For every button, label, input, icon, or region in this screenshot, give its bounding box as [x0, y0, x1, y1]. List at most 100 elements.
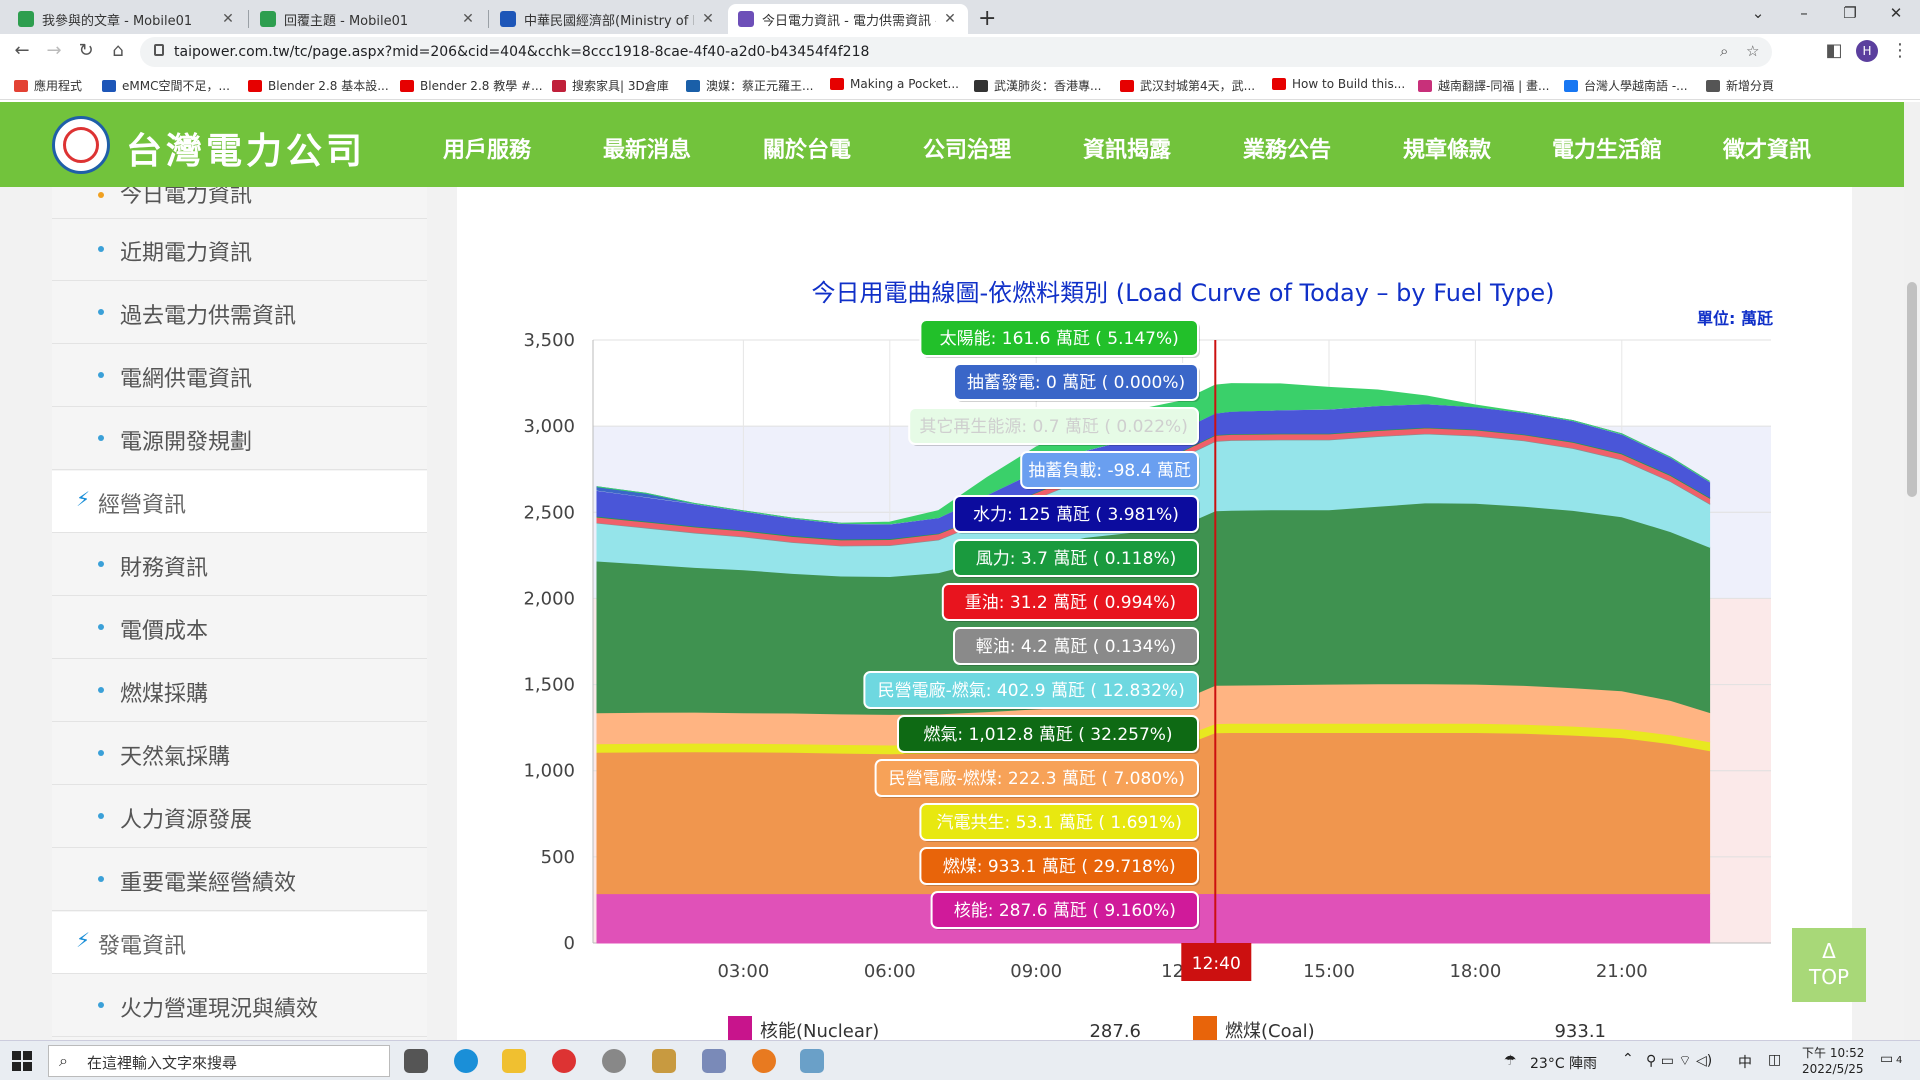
address-bar[interactable]: taipower.com.tw/tc/page.aspx?mid=206&cid…: [140, 37, 1772, 67]
edge-icon[interactable]: [454, 1049, 478, 1073]
nav-item[interactable]: 最新消息: [603, 138, 692, 163]
x-tick-label: 15:00: [1303, 961, 1355, 982]
sidebar-item[interactable]: 電源開發規劃: [52, 408, 427, 470]
legend-swatch[interactable]: [1193, 1016, 1217, 1040]
sidebar-item[interactable]: 過去電力供需資訊: [52, 282, 427, 344]
windows-taskbar: ⌕ 在這裡輸入文字來搜尋 ☂ 23°C 陣雨 ⌃ ⚲ ▭ ⌔ ◁) 中 ◫ 下午…: [0, 1040, 1920, 1080]
nav-item[interactable]: 徵才資訊: [1723, 138, 1812, 163]
menu-icon[interactable]: ⋮: [1891, 40, 1909, 61]
sidebar-section-header[interactable]: ⚡ 發電資訊: [52, 912, 427, 974]
forward-icon[interactable]: →: [46, 40, 62, 61]
nav-item[interactable]: 規章條款: [1403, 138, 1492, 163]
ime-mode-icon[interactable]: ◫: [1768, 1052, 1782, 1068]
zoom-icon[interactable]: ⌕: [1720, 42, 1729, 60]
bookmark-item[interactable]: 越南翻譯-同福 | 畫...: [1418, 77, 1549, 94]
file-explorer-icon[interactable]: [502, 1049, 526, 1073]
y-tick-label: 0: [564, 933, 575, 954]
sidebar-item-partial[interactable]: 今日電力資訊: [52, 187, 427, 219]
browser-tab-active[interactable]: 今日電力資訊 - 電力供需資訊 - 資 ✕: [728, 4, 968, 34]
clock-time[interactable]: 下午 10:52: [1802, 1046, 1865, 1060]
bookmark-star-icon[interactable]: ☆: [1746, 42, 1760, 60]
mobile01-favicon-icon: [260, 11, 276, 27]
legend-swatch[interactable]: [728, 1016, 752, 1040]
sidebar-item-label: 財務資訊: [120, 556, 209, 581]
sidebar-item-label: 火力營運現況與績效: [120, 997, 319, 1022]
bookmark-item[interactable]: 應用程式: [14, 77, 82, 94]
sidebar-item[interactable]: 人力資源發展: [52, 786, 427, 848]
sidebar-item[interactable]: 天然氣採購: [52, 723, 427, 785]
bullet-icon: [98, 246, 104, 252]
tab-search-icon[interactable]: ⌄: [1751, 4, 1765, 22]
bookmark-item[interactable]: Blender 2.8 教學 #...: [400, 77, 543, 94]
nav-item[interactable]: 業務公告: [1243, 138, 1332, 163]
sidebar-item[interactable]: 財務資訊: [52, 534, 427, 596]
browser-tab[interactable]: 回覆主題 - Mobile01 ✕: [250, 4, 486, 34]
chrome-icon[interactable]: [552, 1049, 576, 1073]
bookmark-item[interactable]: 武漢肺炎：香港專...: [974, 77, 1101, 94]
sidebar-section-header[interactable]: ⚡ 經營資訊: [52, 471, 427, 533]
ime-indicator[interactable]: 中: [1738, 1055, 1752, 1071]
extensions-icon[interactable]: ◧: [1825, 40, 1843, 61]
browser-tab[interactable]: 我參與的文章 - Mobile01 ✕: [8, 4, 246, 34]
close-tab-icon[interactable]: ✕: [462, 11, 474, 27]
close-tab-icon[interactable]: ✕: [944, 11, 956, 27]
sidebar-item[interactable]: 火力營運現況與績效: [52, 975, 427, 1037]
sidebar-item[interactable]: 電網供電資訊: [52, 345, 427, 407]
nav-item[interactable]: 用戶服務: [443, 138, 532, 163]
sidebar-item[interactable]: 近期電力資訊: [52, 219, 427, 281]
site-logo-text[interactable]: 台灣電力公司: [126, 130, 367, 172]
sidebar-item[interactable]: 重要電業經營績效: [52, 849, 427, 911]
scrollbar-thumb[interactable]: [1907, 282, 1917, 497]
notification-icon[interactable]: ▭: [1880, 1051, 1894, 1067]
tray-icons[interactable]: ⚲ ▭ ⌔ ◁): [1646, 1053, 1713, 1069]
minimize-icon[interactable]: –: [1800, 4, 1808, 22]
app-icon[interactable]: [602, 1049, 626, 1073]
nav-item[interactable]: 公司治理: [923, 138, 1012, 163]
bookmark-item[interactable]: 武汉封城第4天，武...: [1120, 77, 1255, 94]
close-window-icon[interactable]: ✕: [1889, 4, 1903, 22]
bookmark-icon: [552, 79, 566, 92]
weather-icon[interactable]: ☂: [1504, 1053, 1517, 1069]
sidebar-item[interactable]: 電價成本: [52, 597, 427, 659]
reload-icon[interactable]: ↻: [78, 40, 94, 61]
bookmark-item[interactable]: 澳媒：蔡正元羅王...: [686, 77, 813, 94]
legend-name[interactable]: 核能(Nuclear): [760, 1021, 879, 1040]
home-icon[interactable]: ⌂: [112, 40, 124, 61]
close-tab-icon[interactable]: ✕: [222, 11, 234, 27]
bookmark-item[interactable]: eMMC空間不足，...: [102, 77, 230, 94]
legend-name[interactable]: 燃煤(Coal): [1225, 1021, 1315, 1040]
bookmark-icon: [974, 79, 988, 92]
weather-text[interactable]: 23°C 陣雨: [1530, 1056, 1598, 1072]
cursor-time-badge: [1181, 943, 1252, 981]
bookmark-item[interactable]: How to Build this...: [1272, 77, 1405, 91]
app-icon[interactable]: [652, 1049, 676, 1073]
back-icon[interactable]: ←: [14, 40, 30, 61]
sidebar-item-label: 電網供電資訊: [120, 367, 253, 392]
task-view-icon[interactable]: [404, 1049, 428, 1073]
windows-start-icon[interactable]: [12, 1051, 32, 1071]
back-to-top-button[interactable]: Δ TOP: [1792, 928, 1866, 1002]
app-icon[interactable]: [800, 1049, 824, 1073]
bookmark-item[interactable]: 台灣人學越南語 -...: [1564, 77, 1688, 94]
bookmark-item[interactable]: Blender 2.8 基本設...: [248, 77, 389, 94]
close-tab-icon[interactable]: ✕: [702, 11, 714, 27]
profile-avatar[interactable]: H: [1856, 40, 1878, 62]
nav-item[interactable]: 資訊揭露: [1083, 138, 1172, 163]
nav-item[interactable]: 電力生活館: [1552, 138, 1663, 163]
bookmark-item[interactable]: Making a Pocket...: [830, 77, 959, 91]
nav-item[interactable]: 關於台電: [763, 138, 852, 163]
page-scrollbar[interactable]: [1904, 102, 1920, 1040]
browser-tab[interactable]: 中華民國經濟部(Ministry of Econ ✕: [490, 4, 726, 34]
sidebar-item[interactable]: 燃煤採購: [52, 660, 427, 722]
bookmark-item[interactable]: 新增分頁: [1706, 77, 1774, 94]
restore-icon[interactable]: ❐: [1843, 4, 1857, 22]
chevron-up-icon[interactable]: ⌃: [1622, 1051, 1634, 1067]
new-tab-button[interactable]: +: [978, 6, 997, 31]
bookmark-item[interactable]: 搜索家具| 3D倉庫: [552, 77, 669, 94]
clock-date[interactable]: 2022/5/25: [1802, 1062, 1864, 1076]
bookmark-icon: [1564, 79, 1578, 92]
app-icon[interactable]: [702, 1049, 726, 1073]
taipower-logo-icon[interactable]: [52, 116, 110, 174]
blender-icon[interactable]: [752, 1049, 776, 1073]
taskbar-search-input[interactable]: ⌕ 在這裡輸入文字來搜尋: [48, 1045, 390, 1077]
